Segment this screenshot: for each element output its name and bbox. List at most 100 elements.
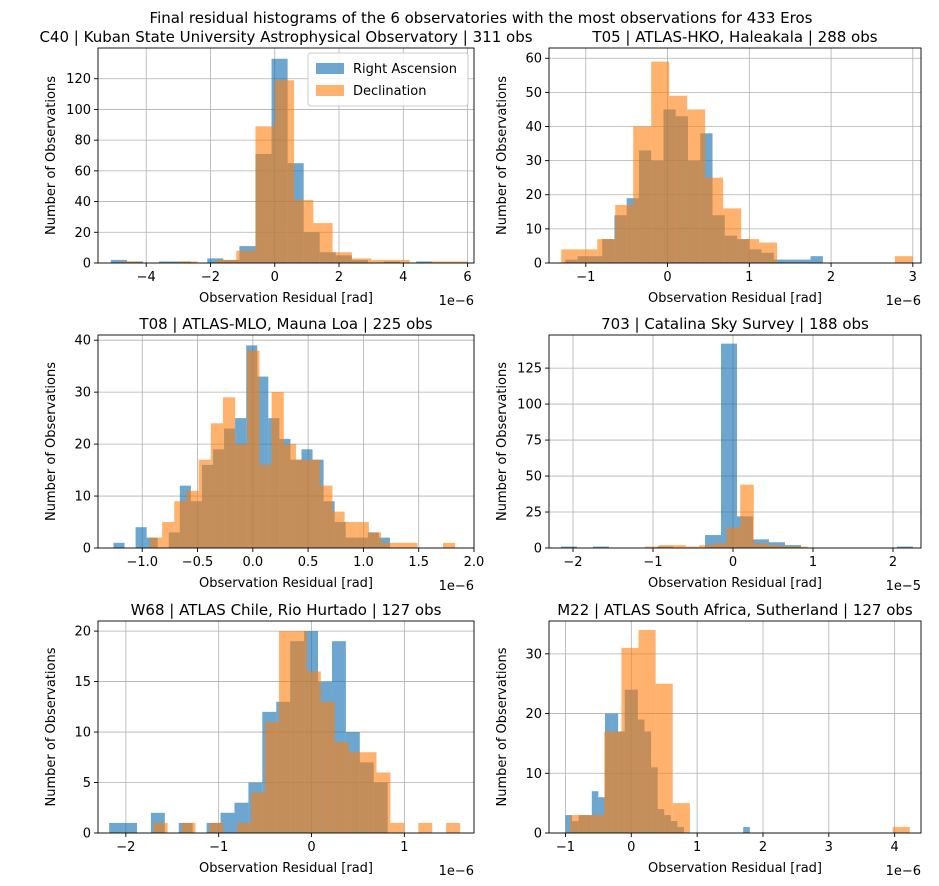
x-tick-label: 1.5 [408,555,429,570]
bar-declination [251,792,266,833]
bar-declination [781,546,795,548]
figure-title: Final residual histograms of the 6 obser… [150,9,813,27]
bar-declination [687,109,706,263]
y-tick-label: 30 [525,154,542,169]
y-tick-label: 50 [525,86,542,101]
bar-declination [672,545,686,548]
bar-declination [259,464,272,548]
bar-declination [174,501,187,548]
x-tick-label: −2 [116,840,135,855]
x-axis-label: Observation Residual [rad] [648,576,822,591]
bar-right-ascension [593,546,609,548]
bar-declination [705,177,724,263]
bar-declination [726,527,741,548]
bar-declination [376,772,391,833]
bar-declination [638,629,656,833]
y-tick-label: 120 [66,72,91,87]
legend-frame [307,52,469,107]
axis-offset-text: 1e−5 [886,579,921,594]
bar-declination [332,252,352,263]
bar-declination [651,61,670,263]
bar-declination [222,397,236,548]
bar-declination [685,546,700,548]
x-tick-label: 0.5 [298,555,319,570]
bar-declination [247,350,260,548]
bar-declination [767,545,781,548]
bar-declination [294,200,314,263]
bar-declination [149,537,163,548]
y-tick-label: 0 [83,257,91,272]
y-axis-label: Number of Observations [44,362,59,521]
legend-swatch-right-ascension [316,63,344,74]
x-tick-label: 1.0 [353,555,374,570]
bar-right-ascension [207,258,224,263]
bar-declination [699,545,713,548]
x-tick-label: 0 [663,270,671,285]
bar-declination [186,490,199,548]
x-tick-label: 0 [729,555,737,570]
x-tick-label: −0.5 [182,555,214,570]
x-tick-label: 4 [891,840,899,855]
bars [561,61,913,263]
x-tick-label: 3 [909,270,917,285]
y-tick-label: 10 [74,726,91,741]
bar-declination [405,542,418,548]
bar-declination [351,258,372,263]
bar-right-ascension [786,259,799,263]
x-tick-label: 0 [307,840,315,855]
bar-declination [561,249,580,263]
axis-offset-text: 1e−6 [439,294,474,309]
bar-declination [723,208,742,263]
bar-declination [210,423,223,548]
bar-declination [265,721,280,833]
y-tick-label: 0 [83,827,91,842]
y-axis-label: Number of Observations [495,647,510,806]
y-tick-label: 20 [74,438,91,453]
bar-declination [348,752,363,833]
x-tick-label: 3 [825,840,833,855]
subplot-title: T08 | ATLAS-MLO, Mauna Loa | 225 obs [138,315,432,333]
bar-declination [362,752,377,833]
bar-declination [446,822,461,833]
bar-right-ascension [257,376,269,548]
bar-declination [292,631,307,833]
bars [110,58,468,263]
y-tick-label: 30 [74,386,91,401]
y-tick-label: 10 [74,490,91,505]
x-tick-label: −1.0 [126,555,158,570]
subplot-title: M22 | ATLAS South Africa, Sutherland | 1… [557,601,913,619]
bar-declination [271,392,284,548]
bar-declination [713,543,727,548]
bar-declination [672,803,690,833]
bar-right-ascension [159,261,176,263]
bar-right-ascension [109,822,124,833]
bar-declination [390,822,405,833]
bars [109,631,461,833]
bar-declination [621,647,639,833]
legend-label-declination: Declination [353,84,427,99]
x-tick-label: 0.0 [242,555,263,570]
bar-right-ascension [798,259,811,263]
subplot-3: −1.0 −0.5 0.0 0.5 1.0 1.5 2.0 0 10 20 30 40 1e−6 T08 … [44,315,484,594]
y-tick-label: 50 [525,470,542,485]
bar-declination [429,261,449,263]
y-tick-label: 0 [534,827,542,842]
bar-declination [295,459,309,548]
x-tick-label: 2 [827,270,835,285]
bar-declination [371,259,391,263]
x-tick-label: 0 [271,270,279,285]
x-tick-label: 1 [400,840,408,855]
x-tick-label: −1 [576,270,595,285]
bar-declination [356,522,369,548]
x-tick-label: 1 [809,555,817,570]
y-tick-label: 125 [517,362,542,377]
bar-declination [334,742,349,833]
subplot-6: −1 0 1 2 3 4 0 10 20 30 1e−6 M22 | ATLAS South Afri… [495,601,922,879]
y-axis-label: Number of Observations [495,76,510,235]
x-axis-label: Observation Residual [rad] [199,576,373,591]
bar-declination [443,542,456,548]
y-tick-label: 0 [534,257,542,272]
